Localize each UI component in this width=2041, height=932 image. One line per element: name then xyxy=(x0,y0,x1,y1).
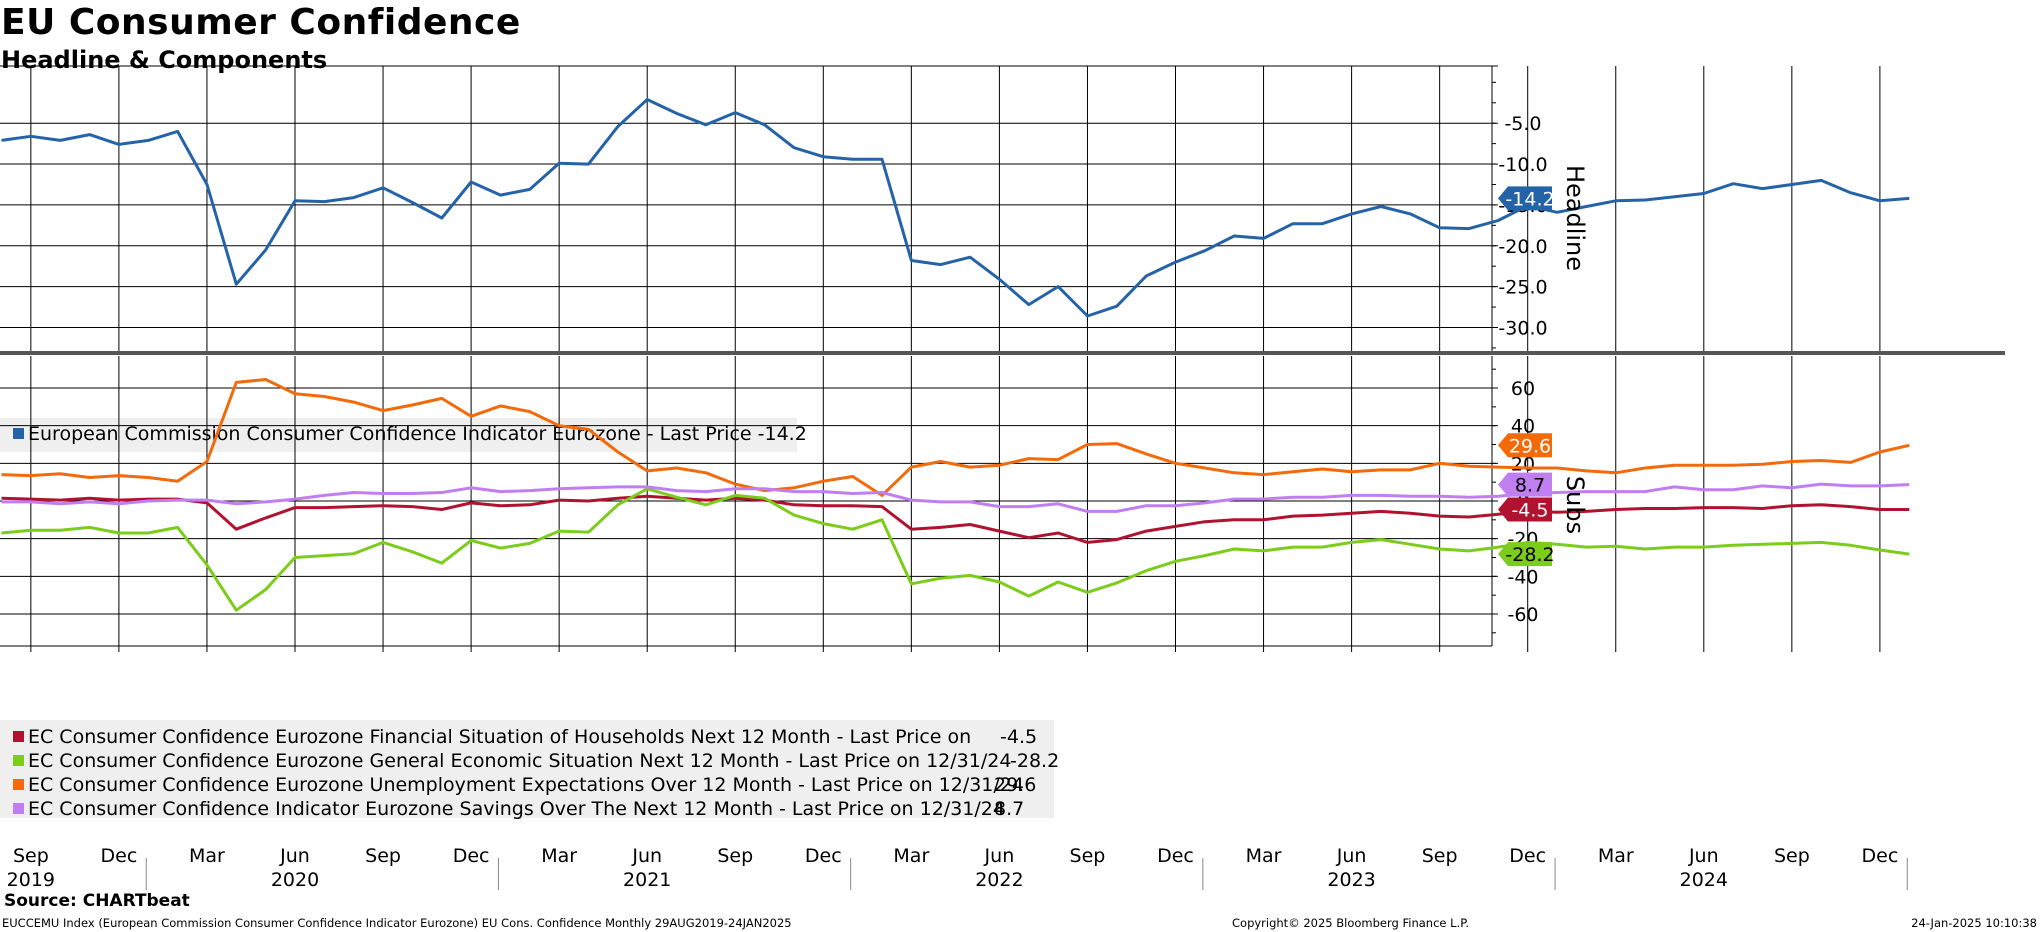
x-month-label: Dec xyxy=(1509,845,1546,867)
x-month-label: Dec xyxy=(1157,845,1194,867)
y-tick-label: 20 xyxy=(1511,453,1535,475)
general-legend-value: -28.2 xyxy=(1010,750,1059,772)
x-month-label: Mar xyxy=(541,845,577,867)
x-year-label: 2024 xyxy=(1680,869,1728,891)
y-tick-label: -40 xyxy=(1507,566,1538,588)
savings-legend-swatch xyxy=(13,803,24,814)
y-tick-label: -20.0 xyxy=(1498,236,1547,258)
savings-last-flag xyxy=(1498,472,1552,497)
footer-timestamp: 24-Jan-2025 10:10:38 xyxy=(1911,916,2037,930)
savings-last-label: 8.7 xyxy=(1515,475,1545,497)
footer-description: EUCCEMU Index (European Commission Consu… xyxy=(2,916,792,930)
y-tick-label: -5.0 xyxy=(1504,113,1541,135)
financial-legend-value: -4.5 xyxy=(1000,726,1037,748)
x-month-label: Sep xyxy=(365,845,401,867)
financial-last-label: -4.5 xyxy=(1511,499,1548,521)
general-last-label: -28.2 xyxy=(1505,544,1554,566)
unemployment-legend-text: EC Consumer Confidence Eurozone Unemploy… xyxy=(28,774,1024,796)
unemployment-last-label: 29.6 xyxy=(1509,435,1551,457)
financial-legend-swatch xyxy=(13,731,24,742)
axis-title: Subs xyxy=(1561,476,1589,534)
axis-title: Headline xyxy=(1561,165,1589,271)
x-month-label: Dec xyxy=(1862,845,1899,867)
financial-last-flag xyxy=(1498,497,1552,522)
x-year-label: 2023 xyxy=(1327,869,1375,891)
headline-legend-swatch xyxy=(13,428,24,439)
x-year-label: 2020 xyxy=(271,869,319,891)
x-month-label: Mar xyxy=(893,845,929,867)
y-tick-label: 40 xyxy=(1511,416,1535,438)
legend-box xyxy=(0,720,1054,818)
y-tick-label: -10.0 xyxy=(1498,154,1547,176)
headline-legend-text: European Commission Consumer Confidence … xyxy=(28,423,807,445)
savings-legend-text: EC Consumer Confidence Indicator Eurozon… xyxy=(28,798,1005,820)
subs-panel: 6040200-20-40-60-4.5EC Consumer Confiden… xyxy=(0,356,1910,820)
x-month-label: Mar xyxy=(1246,845,1282,867)
general-last-flag xyxy=(1498,542,1552,567)
unemployment-series-line xyxy=(1,378,1910,497)
savings-series-line xyxy=(1,482,1910,513)
x-year-label: 2021 xyxy=(623,869,671,891)
financial-legend-text: EC Consumer Confidence Eurozone Financia… xyxy=(28,726,971,748)
y-tick-label: -30.0 xyxy=(1498,317,1547,339)
x-month-label: Jun xyxy=(1336,845,1367,867)
unemployment-legend-swatch xyxy=(13,779,24,790)
x-axis: Sep Dec Mar Jun Sep Dec Mar Jun Sep Dec Mar Jun Sep D… xyxy=(0,645,1908,891)
chart-subtitle: Headline & Components xyxy=(1,46,328,74)
x-month-label: Sep xyxy=(1422,845,1458,867)
x-month-label: Mar xyxy=(189,845,225,867)
y-tick-label: -25.0 xyxy=(1498,277,1547,299)
x-month-label: Dec xyxy=(805,845,842,867)
unemployment-legend-value: 29.6 xyxy=(994,774,1036,796)
x-year-label: 2019 xyxy=(7,869,55,891)
x-month-label: Sep xyxy=(1774,845,1810,867)
x-month-label: Dec xyxy=(101,845,138,867)
headline-last-label: -14.2 xyxy=(1505,188,1554,210)
general-legend-text: EC Consumer Confidence Eurozone General … xyxy=(28,750,1011,772)
y-tick-label: 60 xyxy=(1511,378,1535,400)
x-month-label: Sep xyxy=(717,845,753,867)
x-month-label: Jun xyxy=(984,845,1015,867)
x-month-label: Jun xyxy=(631,845,662,867)
x-year-label: 2022 xyxy=(975,869,1023,891)
source-note: Source: CHARTbeat xyxy=(4,891,190,911)
headline-last-flag xyxy=(1498,186,1552,211)
financial-series-line xyxy=(1,494,1910,544)
legend-box xyxy=(0,418,797,452)
headline-series-line xyxy=(1,98,1910,318)
savings-legend-value: 8.7 xyxy=(994,798,1024,820)
x-month-label: Jun xyxy=(279,845,310,867)
x-month-label: Mar xyxy=(1598,845,1634,867)
x-month-label: Dec xyxy=(453,845,490,867)
general-legend-swatch xyxy=(13,755,24,766)
x-month-label: Sep xyxy=(1070,845,1106,867)
headline-panel: -5.0-10.0-15.0-20.0-25.0-30.0-14.2Europe… xyxy=(0,65,1910,452)
chart-title: EU Consumer Confidence xyxy=(1,2,521,43)
x-month-label: Jun xyxy=(1688,845,1719,867)
x-month-label: Sep xyxy=(13,845,49,867)
unemployment-last-flag xyxy=(1498,433,1552,458)
general-series-line xyxy=(1,487,1910,612)
y-tick-label: -60 xyxy=(1507,604,1538,626)
footer-copyright: Copyright© 2025 Bloomberg Finance L.P. xyxy=(1232,916,1469,930)
